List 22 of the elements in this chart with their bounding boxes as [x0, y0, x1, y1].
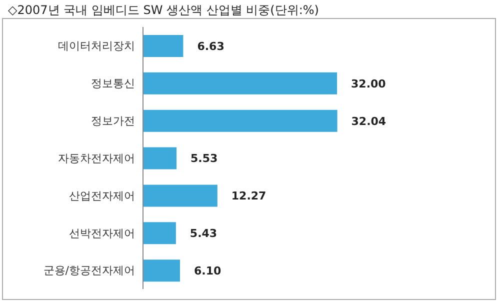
data-label: 6.63 — [197, 40, 224, 53]
bar — [143, 222, 176, 244]
data-label: 5.43 — [190, 227, 218, 240]
bar — [143, 72, 338, 94]
data-label: 32.00 — [351, 77, 386, 90]
data-label: 32.04 — [351, 114, 386, 128]
y-tick-label: 군용/항공전자제어 — [43, 264, 135, 278]
data-label: 12.27 — [231, 190, 266, 203]
y-tick-label: 자동차전자제어 — [58, 152, 135, 165]
chart-title: ◇2007년 국내 임베디드 SW 생산액 산업별 비중(단위:%) — [8, 2, 320, 18]
bar — [143, 110, 338, 132]
bar — [143, 35, 184, 57]
y-tick-label: 산업전자제어 — [69, 189, 135, 202]
bar — [143, 184, 218, 207]
y-tick-label: 정보통신 — [91, 77, 135, 90]
bar — [143, 147, 177, 170]
y-tick-label: 정보가전 — [91, 114, 135, 128]
bar — [143, 260, 180, 282]
data-label: 6.10 — [194, 264, 222, 278]
y-tick-label: 선박전자제어 — [69, 226, 135, 240]
y-tick-label: 데이터처리장치 — [58, 40, 135, 53]
data-label: 5.53 — [190, 152, 218, 166]
